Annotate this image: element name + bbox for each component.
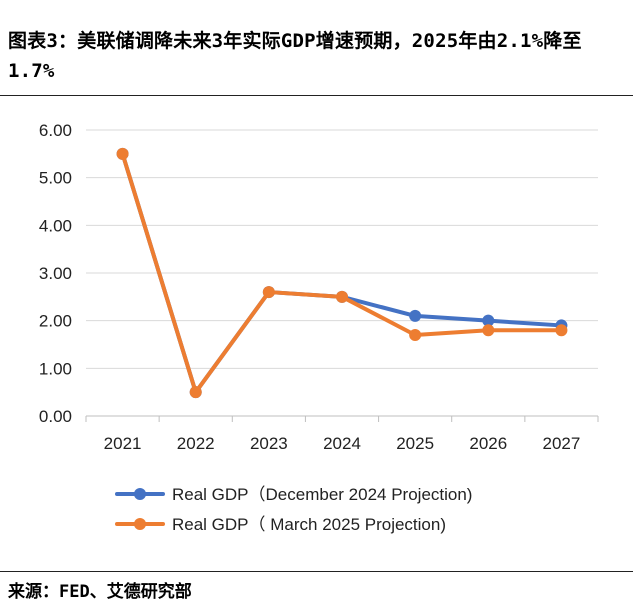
x-tick-label: 2025: [396, 434, 434, 453]
x-tick-label: 2021: [104, 434, 142, 453]
data-point: [189, 386, 202, 399]
x-tick-label: 2026: [469, 434, 507, 453]
x-axis: [85, 415, 599, 422]
y-tick-label: 6.00: [39, 121, 72, 140]
y-tick-label: 3.00: [39, 264, 72, 283]
y-tick-label: 5.00: [39, 169, 72, 188]
data-point: [262, 286, 275, 299]
data-point: [409, 309, 422, 322]
top-rule: [0, 95, 633, 96]
y-axis-ticks: 0.00 1.00 2.00 3.00 4.00 5.00 6.00: [39, 121, 72, 426]
y-tick-label: 4.00: [39, 216, 72, 235]
series-2: [116, 147, 568, 399]
data-point: [482, 314, 495, 327]
x-tick-label: 2024: [323, 434, 361, 453]
x-tick-label: 2027: [543, 434, 581, 453]
y-tick-label: 1.00: [39, 359, 72, 378]
legend: Real GDP（December 2024 Projection) Real G…: [115, 485, 472, 534]
data-point: [555, 324, 568, 337]
x-tick-label: 2023: [250, 434, 288, 453]
data-point: [116, 147, 129, 160]
data-point: [482, 324, 495, 337]
series-group: [116, 147, 568, 399]
data-point: [336, 290, 348, 303]
y-tick-label: 2.00: [39, 312, 72, 331]
chart-title: 图表3：美联储调降未来3年实际GDP增速预期，2025年由2.1%降至1.7%: [8, 30, 582, 82]
gridlines: [86, 129, 598, 369]
y-tick-label: 0.00: [39, 407, 72, 426]
bottom-rule: [0, 571, 633, 572]
legend-marker-2: [134, 518, 146, 530]
legend-marker-1: [134, 488, 146, 500]
legend-label-1: Real GDP（December 2024 Projection): [172, 485, 472, 504]
x-tick-label: 2022: [177, 434, 215, 453]
source-note: 来源：FED、艾德研究部: [8, 582, 192, 602]
x-axis-ticks: 2021 2022 2023 2024 2025 2026 2027: [104, 434, 581, 453]
legend-label-2: Real GDP（ March 2025 Projection): [172, 515, 446, 534]
line-chart: 0.001.002.003.004.005.006.00 2021 2022 202…: [39, 121, 599, 534]
data-point: [409, 328, 422, 341]
